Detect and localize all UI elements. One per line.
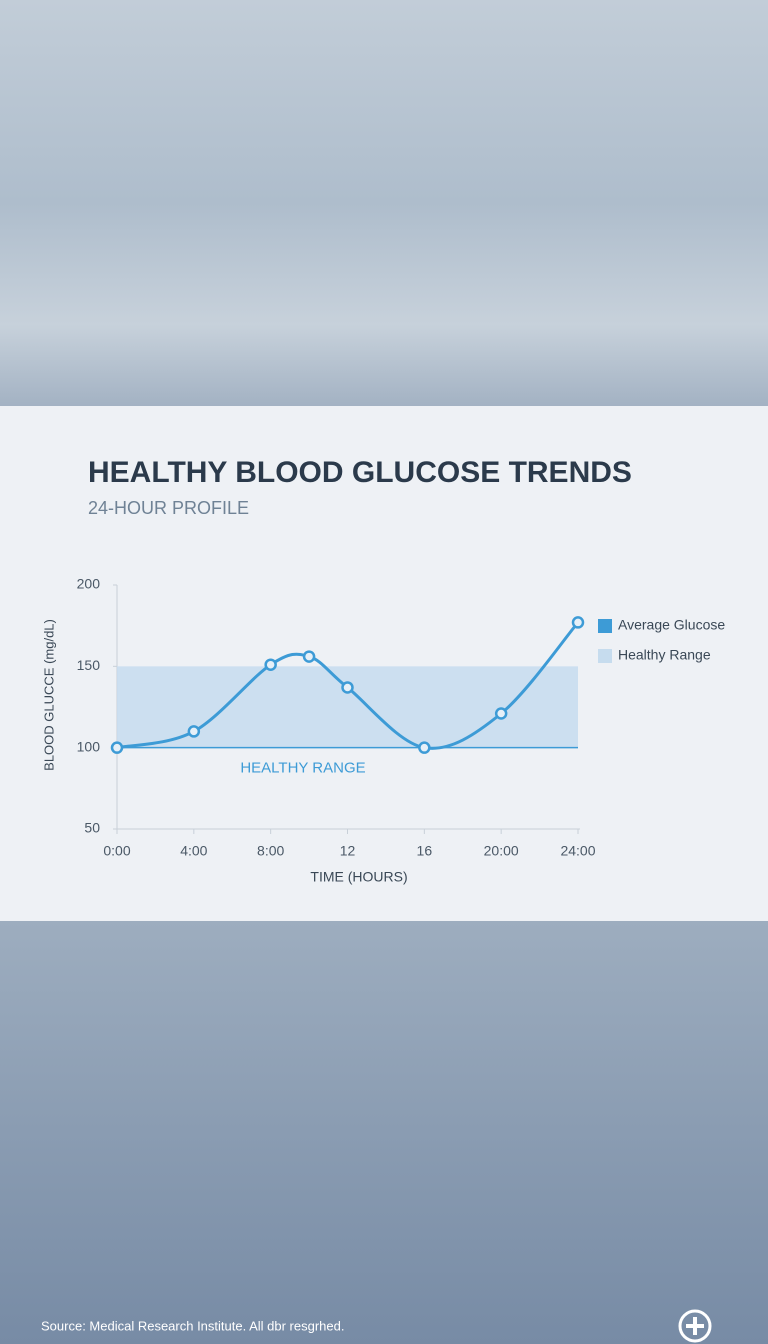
- data-point: [571, 616, 585, 629]
- x-axis-label: TIME (HOURS): [310, 869, 407, 885]
- footer-source: Source: Medical Research Institute. All …: [41, 1318, 344, 1333]
- band-label: HEALTHY RANGE: [240, 760, 365, 777]
- x-tick-label: 4:00: [180, 843, 207, 859]
- x-tick-label: 8:00: [257, 843, 284, 859]
- y-axis-label: BLOOD GLUCCE (mg/dL): [41, 619, 56, 771]
- chart-title: HEALTHY BLOOD GLUCOSE TRENDS: [88, 456, 632, 489]
- legend-swatch: [598, 619, 612, 633]
- x-tick-label: 20:00: [484, 843, 519, 859]
- legend-label: Average Glucose: [618, 617, 725, 633]
- chart-subtitle: 24-HOUR PROFILE: [88, 498, 249, 518]
- bottom-background: [0, 921, 768, 1344]
- data-point: [341, 681, 354, 694]
- plot: 50 100 150 200 0:00 4:00 8:00 12 16 20:00 24:00 HEA…: [77, 576, 726, 859]
- data-point: [110, 741, 124, 754]
- data-point: [264, 658, 277, 671]
- y-tick-label: 200: [77, 576, 101, 592]
- legend-swatch: [598, 649, 612, 663]
- chart-panel: [0, 406, 768, 921]
- x-tick-label: 24:00: [560, 843, 595, 859]
- data-point: [302, 650, 316, 663]
- y-tick-label: 50: [84, 820, 100, 836]
- y-tick-label: 100: [77, 738, 101, 754]
- data-point: [418, 741, 431, 754]
- x-tick-label: 12: [340, 843, 356, 859]
- x-tick-label: 0:00: [103, 843, 130, 859]
- top-background: [0, 0, 768, 406]
- y-tick-label: 150: [77, 657, 101, 673]
- add-button[interactable]: [678, 1309, 712, 1343]
- data-point: [494, 707, 508, 720]
- legend-label: Healthy Range: [618, 647, 711, 663]
- data-point: [187, 725, 201, 738]
- x-tick-label: 16: [417, 843, 433, 859]
